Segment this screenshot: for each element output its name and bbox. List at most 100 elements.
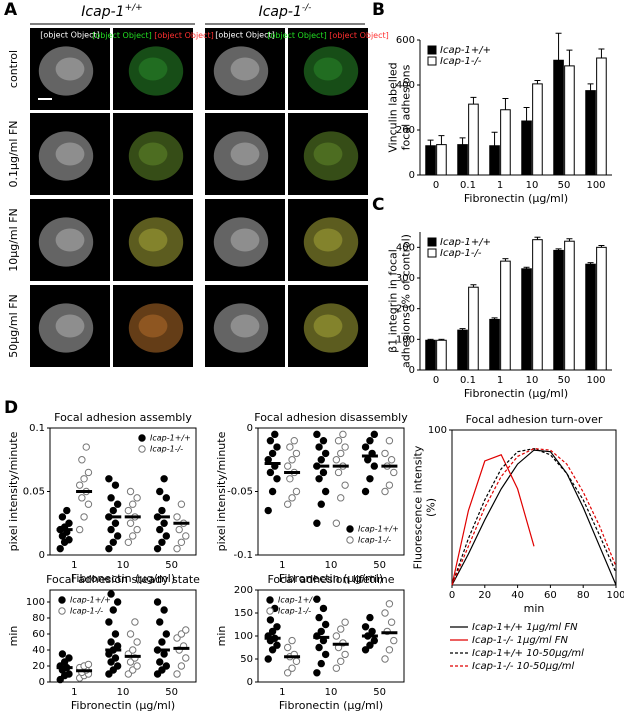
data-point: [266, 616, 275, 624]
genotype-header: Icap-1-/-: [259, 3, 312, 21]
x-tick-label: 0: [433, 180, 439, 191]
data-point: [273, 475, 281, 483]
y-axis-label: min: [7, 626, 20, 647]
bar: [500, 109, 511, 176]
cell: [303, 131, 359, 181]
plot-frame: [49, 589, 197, 683]
data-point: [113, 662, 122, 670]
micrograph: [288, 199, 368, 281]
data-point: [111, 481, 120, 489]
data-point: [133, 662, 141, 670]
data-point: [317, 500, 325, 508]
data-point: [292, 487, 301, 496]
bar: [457, 144, 468, 176]
cell: [38, 303, 94, 353]
bar: [553, 249, 564, 371]
channel-label-part: [object Object]: [154, 31, 214, 40]
legend-marker: [138, 445, 146, 453]
legend-label: Icap-1-/-: [150, 445, 183, 454]
legend-marker: [266, 596, 274, 604]
bar: [521, 268, 532, 371]
data-point: [173, 670, 181, 678]
cell: [303, 46, 359, 96]
cell: [38, 217, 94, 267]
channel-label-part: [object Object]: [329, 31, 389, 40]
data-point: [321, 620, 330, 629]
micrograph: [288, 28, 368, 110]
data-point: [75, 525, 84, 534]
x-tick-label: 1: [71, 560, 77, 571]
data-point: [313, 669, 321, 677]
data-point: [366, 437, 374, 445]
data-point: [177, 500, 186, 508]
bar: [553, 59, 564, 176]
x-tick-label: 1: [279, 560, 285, 571]
data-point: [273, 623, 281, 631]
data-point: [109, 506, 117, 515]
y-axis-label: pixel intensity/minute: [215, 431, 228, 551]
data-point: [341, 650, 349, 659]
data-point: [111, 654, 120, 662]
data-point: [387, 618, 396, 626]
cell: [128, 131, 184, 181]
legend-marker: [346, 525, 354, 533]
x-axis-label: min: [524, 602, 545, 615]
bar: [489, 318, 500, 371]
y-tick-label: 200: [396, 304, 415, 315]
data-point: [133, 494, 141, 502]
bar: [532, 239, 543, 371]
bar: [532, 83, 543, 176]
x-tick-label: 80: [577, 590, 590, 601]
cell: [128, 303, 184, 353]
data-point: [160, 475, 168, 483]
y-tick-label: 300: [396, 273, 415, 284]
x-tick-label: 50: [558, 375, 571, 386]
data-point: [271, 430, 279, 439]
y-tick-label: 0: [247, 677, 253, 688]
cell: [230, 142, 260, 166]
data-point: [381, 449, 389, 458]
data-point: [107, 525, 115, 534]
data-point: [361, 443, 370, 451]
y-tick-label: -0.05: [227, 487, 253, 498]
bar: [468, 103, 479, 176]
bar: [436, 144, 447, 176]
data-point: [337, 449, 345, 458]
y-tick-label: 0: [409, 365, 415, 376]
data-point: [156, 618, 164, 626]
line-series: [451, 447, 617, 586]
cell: [128, 46, 184, 96]
data-point: [111, 630, 120, 638]
data-point: [366, 613, 374, 622]
cell: [313, 228, 343, 252]
data-point: [321, 487, 330, 496]
y-tick-label: 80: [32, 613, 45, 624]
data-point: [317, 627, 325, 636]
x-axis-label: Fibronectin (µg/ml): [464, 192, 568, 205]
y-tick-label: 0.1: [29, 423, 45, 434]
legend-label: Icap-1-/- 1µg/ml FN: [472, 635, 569, 646]
data-point: [321, 449, 330, 458]
cell: [55, 57, 85, 81]
data-point: [292, 657, 301, 665]
data-point: [381, 609, 389, 617]
data-point: [162, 532, 171, 540]
data-point: [370, 636, 379, 645]
data-point: [334, 437, 343, 445]
y-axis-label: adhesions (% of control): [400, 234, 413, 368]
data-point: [156, 487, 164, 496]
bar: [500, 260, 511, 371]
x-tick-label: 10: [325, 560, 338, 571]
data-point: [175, 525, 183, 534]
micrograph: [288, 285, 368, 367]
bar: [585, 90, 596, 176]
x-axis-label: Fibronectin (µg/ml): [279, 572, 383, 585]
x-tick-label: 1: [279, 687, 285, 698]
y-tick-label: 40: [32, 645, 45, 656]
x-tick-label: 50: [373, 560, 386, 571]
data-point: [126, 519, 135, 527]
data-point: [182, 654, 190, 662]
y-axis-label: Vinculin labelled: [387, 62, 400, 152]
y-tick-label: 100: [428, 425, 447, 436]
data-point: [317, 659, 325, 668]
